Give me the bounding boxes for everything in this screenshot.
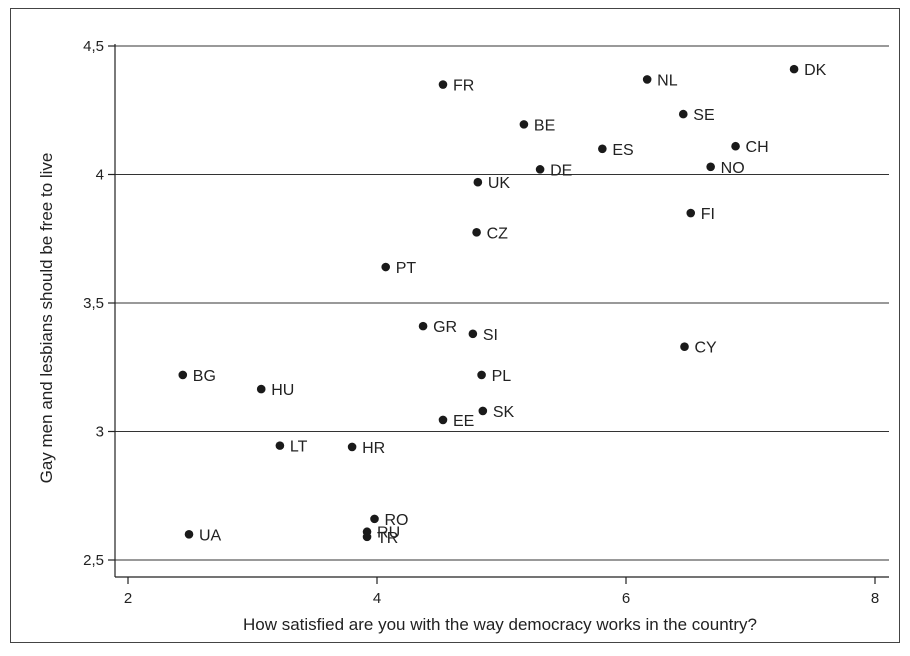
data-point-hu [256, 384, 266, 394]
axes: 2,5 3 3,5 4 4,5 2 4 6 8 [83, 38, 889, 607]
y-tick-label: 3 [96, 424, 104, 441]
point-label-pl: PL [492, 368, 512, 385]
data-point-es [598, 144, 607, 154]
y-tick-label: 4 [96, 167, 104, 184]
point-label-hu: HU [271, 382, 294, 399]
x-axis-title: How satisfied are you with the way democ… [243, 615, 757, 634]
point-label-dk: DK [804, 62, 827, 79]
x-tick-label: 4 [373, 590, 381, 607]
point-label-lt: LT [290, 439, 308, 456]
point-label-pt: PT [396, 260, 417, 277]
data-point-fr [438, 80, 448, 89]
data-point-pt [381, 262, 391, 272]
point-label-bg: BG [193, 368, 216, 385]
data-point-de [535, 165, 545, 174]
point-label-be: BE [534, 117, 555, 134]
point-label-ua: UA [199, 527, 222, 544]
data-point-nl [642, 75, 652, 84]
point-label-si: SI [483, 327, 498, 344]
gridlines [115, 45, 889, 561]
data-point-dk [789, 64, 799, 74]
point-label-cz: CZ [487, 225, 509, 242]
data-point-cy [680, 342, 689, 351]
point-label-no: NO [721, 160, 745, 177]
data-point-si [468, 329, 478, 339]
point-label-ee: EE [453, 413, 474, 430]
y-tick-label: 4,5 [83, 38, 104, 55]
point-label-se: SE [693, 107, 714, 124]
point-label-gr: GR [433, 319, 457, 336]
data-point-bg [178, 370, 188, 380]
chart-frame [10, 8, 900, 643]
point-label-cy: CY [695, 340, 718, 357]
data-point-uk [473, 177, 483, 187]
data-points: DK NL FR SE BE CH ES NO DE UK FI CZ PT GR SI CY BG PL HU SK… [178, 62, 827, 547]
data-point-se [678, 109, 688, 119]
y-axis-title: Gay men and lesbians should be free to l… [37, 153, 56, 484]
data-point-gr [418, 321, 428, 331]
data-point-no [706, 162, 715, 172]
data-point-cz [472, 228, 481, 237]
data-point-fi [686, 208, 696, 218]
data-point-hr [347, 442, 357, 452]
data-point-ee [438, 415, 448, 425]
x-tick-label: 2 [124, 590, 132, 607]
data-point-ro [370, 514, 379, 524]
data-point-be [519, 120, 529, 129]
data-point-tr [362, 532, 372, 542]
point-label-sk: SK [493, 404, 515, 421]
point-label-uk: UK [488, 175, 511, 192]
data-point-sk [478, 406, 488, 416]
data-point-lt [275, 441, 285, 450]
point-label-tr: TR [377, 530, 398, 547]
point-label-es: ES [612, 142, 633, 159]
point-label-ch: CH [746, 139, 769, 156]
point-label-ru: RU [377, 525, 400, 542]
point-label-fr: FR [453, 78, 474, 95]
y-tick-label: 2,5 [83, 552, 104, 569]
data-point-ua [184, 530, 194, 539]
point-label-nl: NL [657, 72, 678, 89]
data-point-pl [477, 370, 486, 380]
point-label-hr: HR [362, 440, 385, 457]
data-point-ch [731, 141, 740, 151]
point-label-fi: FI [701, 206, 715, 223]
y-tick-label: 3,5 [83, 295, 104, 312]
x-tick-label: 6 [622, 590, 630, 607]
point-label-ro: RO [385, 512, 409, 529]
x-tick-label: 8 [871, 590, 879, 607]
point-label-de: DE [550, 162, 572, 179]
